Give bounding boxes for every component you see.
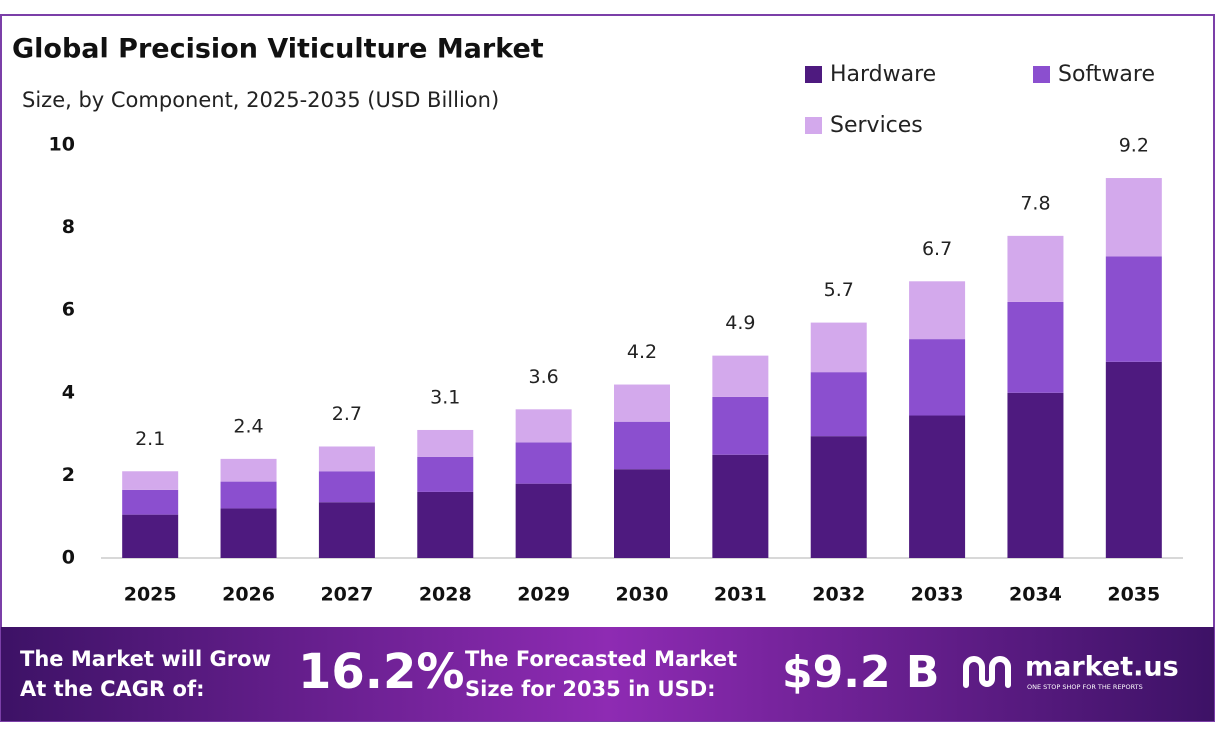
legend-label: Software <box>1058 62 1155 87</box>
bar-segment <box>318 446 375 472</box>
bar-segment <box>515 442 572 484</box>
bar-segment <box>318 471 375 503</box>
bar-segment <box>1007 235 1064 302</box>
forecast-text: Size for 2035 in USD: <box>465 677 716 701</box>
bar-segment <box>1007 301 1064 393</box>
footer-banner <box>1 627 1214 721</box>
bar-segment <box>318 502 375 558</box>
x-tick-label: 2035 <box>1107 584 1160 606</box>
x-tick-label: 2027 <box>320 584 373 606</box>
bar-segment <box>220 508 277 558</box>
y-tick-label: 10 <box>49 134 75 156</box>
bar-segment <box>122 514 179 558</box>
bar-segment <box>712 454 769 558</box>
total-label: 4.2 <box>627 341 657 363</box>
bar-segment <box>909 281 966 340</box>
x-tick-label: 2025 <box>124 584 177 606</box>
total-label: 4.9 <box>725 312 755 334</box>
y-tick-label: 0 <box>62 547 75 569</box>
x-tick-label: 2031 <box>714 584 767 606</box>
x-tick-label: 2034 <box>1009 584 1062 606</box>
bar-segment <box>122 471 179 490</box>
total-label: 2.7 <box>332 403 362 425</box>
x-tick-label: 2030 <box>616 584 669 606</box>
bar-segment <box>712 396 769 455</box>
brand-name: market.us <box>1025 652 1179 683</box>
y-tick-label: 2 <box>62 464 75 486</box>
bar-segment <box>909 339 966 416</box>
total-label: 3.1 <box>430 386 460 408</box>
legend-swatch <box>805 66 822 83</box>
forecast-text: The Forecasted Market <box>465 647 737 671</box>
cagr-text: The Market will Grow <box>20 647 271 671</box>
bar-segment <box>614 469 670 558</box>
total-label: 6.7 <box>922 238 952 260</box>
bar-segment <box>220 458 277 482</box>
legend-label: Services <box>830 113 923 138</box>
bar-segment <box>417 456 474 492</box>
legend-label: Hardware <box>830 62 936 87</box>
bar-segment <box>614 384 670 422</box>
bar-segment <box>1007 392 1064 558</box>
x-tick-label: 2032 <box>812 584 865 606</box>
chart-subtitle: Size, by Component, 2025-2035 (USD Billi… <box>22 88 499 112</box>
bar-segment <box>1105 178 1162 257</box>
bar-segment <box>220 481 277 509</box>
x-tick-label: 2028 <box>419 584 472 606</box>
bar-segment <box>417 429 474 457</box>
x-tick-label: 2029 <box>517 584 570 606</box>
bar-segment <box>614 421 670 470</box>
legend-swatch <box>1033 66 1050 83</box>
chart-title: Global Precision Viticulture Market <box>12 34 544 65</box>
total-label: 2.1 <box>135 428 165 450</box>
bar-segment <box>810 436 867 558</box>
total-label: 5.7 <box>824 279 854 301</box>
bar-segment <box>909 415 966 558</box>
y-tick-label: 8 <box>62 216 75 238</box>
total-label: 7.8 <box>1020 192 1050 214</box>
forecast-value: $9.2 B <box>782 647 939 698</box>
legend-swatch <box>805 117 822 134</box>
x-tick-label: 2033 <box>911 584 964 606</box>
bar-segment <box>1105 361 1162 558</box>
bar-segment <box>515 483 572 558</box>
bar-segment <box>515 409 572 443</box>
bar-segment <box>1105 256 1162 362</box>
total-label: 2.4 <box>233 415 263 437</box>
brand-tagline: ONE STOP SHOP FOR THE REPORTS <box>1027 683 1143 691</box>
y-tick-label: 4 <box>62 381 75 403</box>
total-label: 3.6 <box>529 366 559 388</box>
x-tick-label: 2026 <box>222 584 275 606</box>
cagr-text: At the CAGR of: <box>20 677 205 701</box>
y-tick-label: 6 <box>62 299 75 321</box>
bar-segment <box>810 372 867 437</box>
bar-segment <box>810 322 867 373</box>
bar-segment <box>712 355 769 397</box>
total-label: 9.2 <box>1119 135 1149 157</box>
bar-segment <box>122 489 179 515</box>
brand-logo <box>963 656 1011 688</box>
cagr-value: 16.2% <box>298 644 465 700</box>
bar-segment <box>417 491 474 558</box>
